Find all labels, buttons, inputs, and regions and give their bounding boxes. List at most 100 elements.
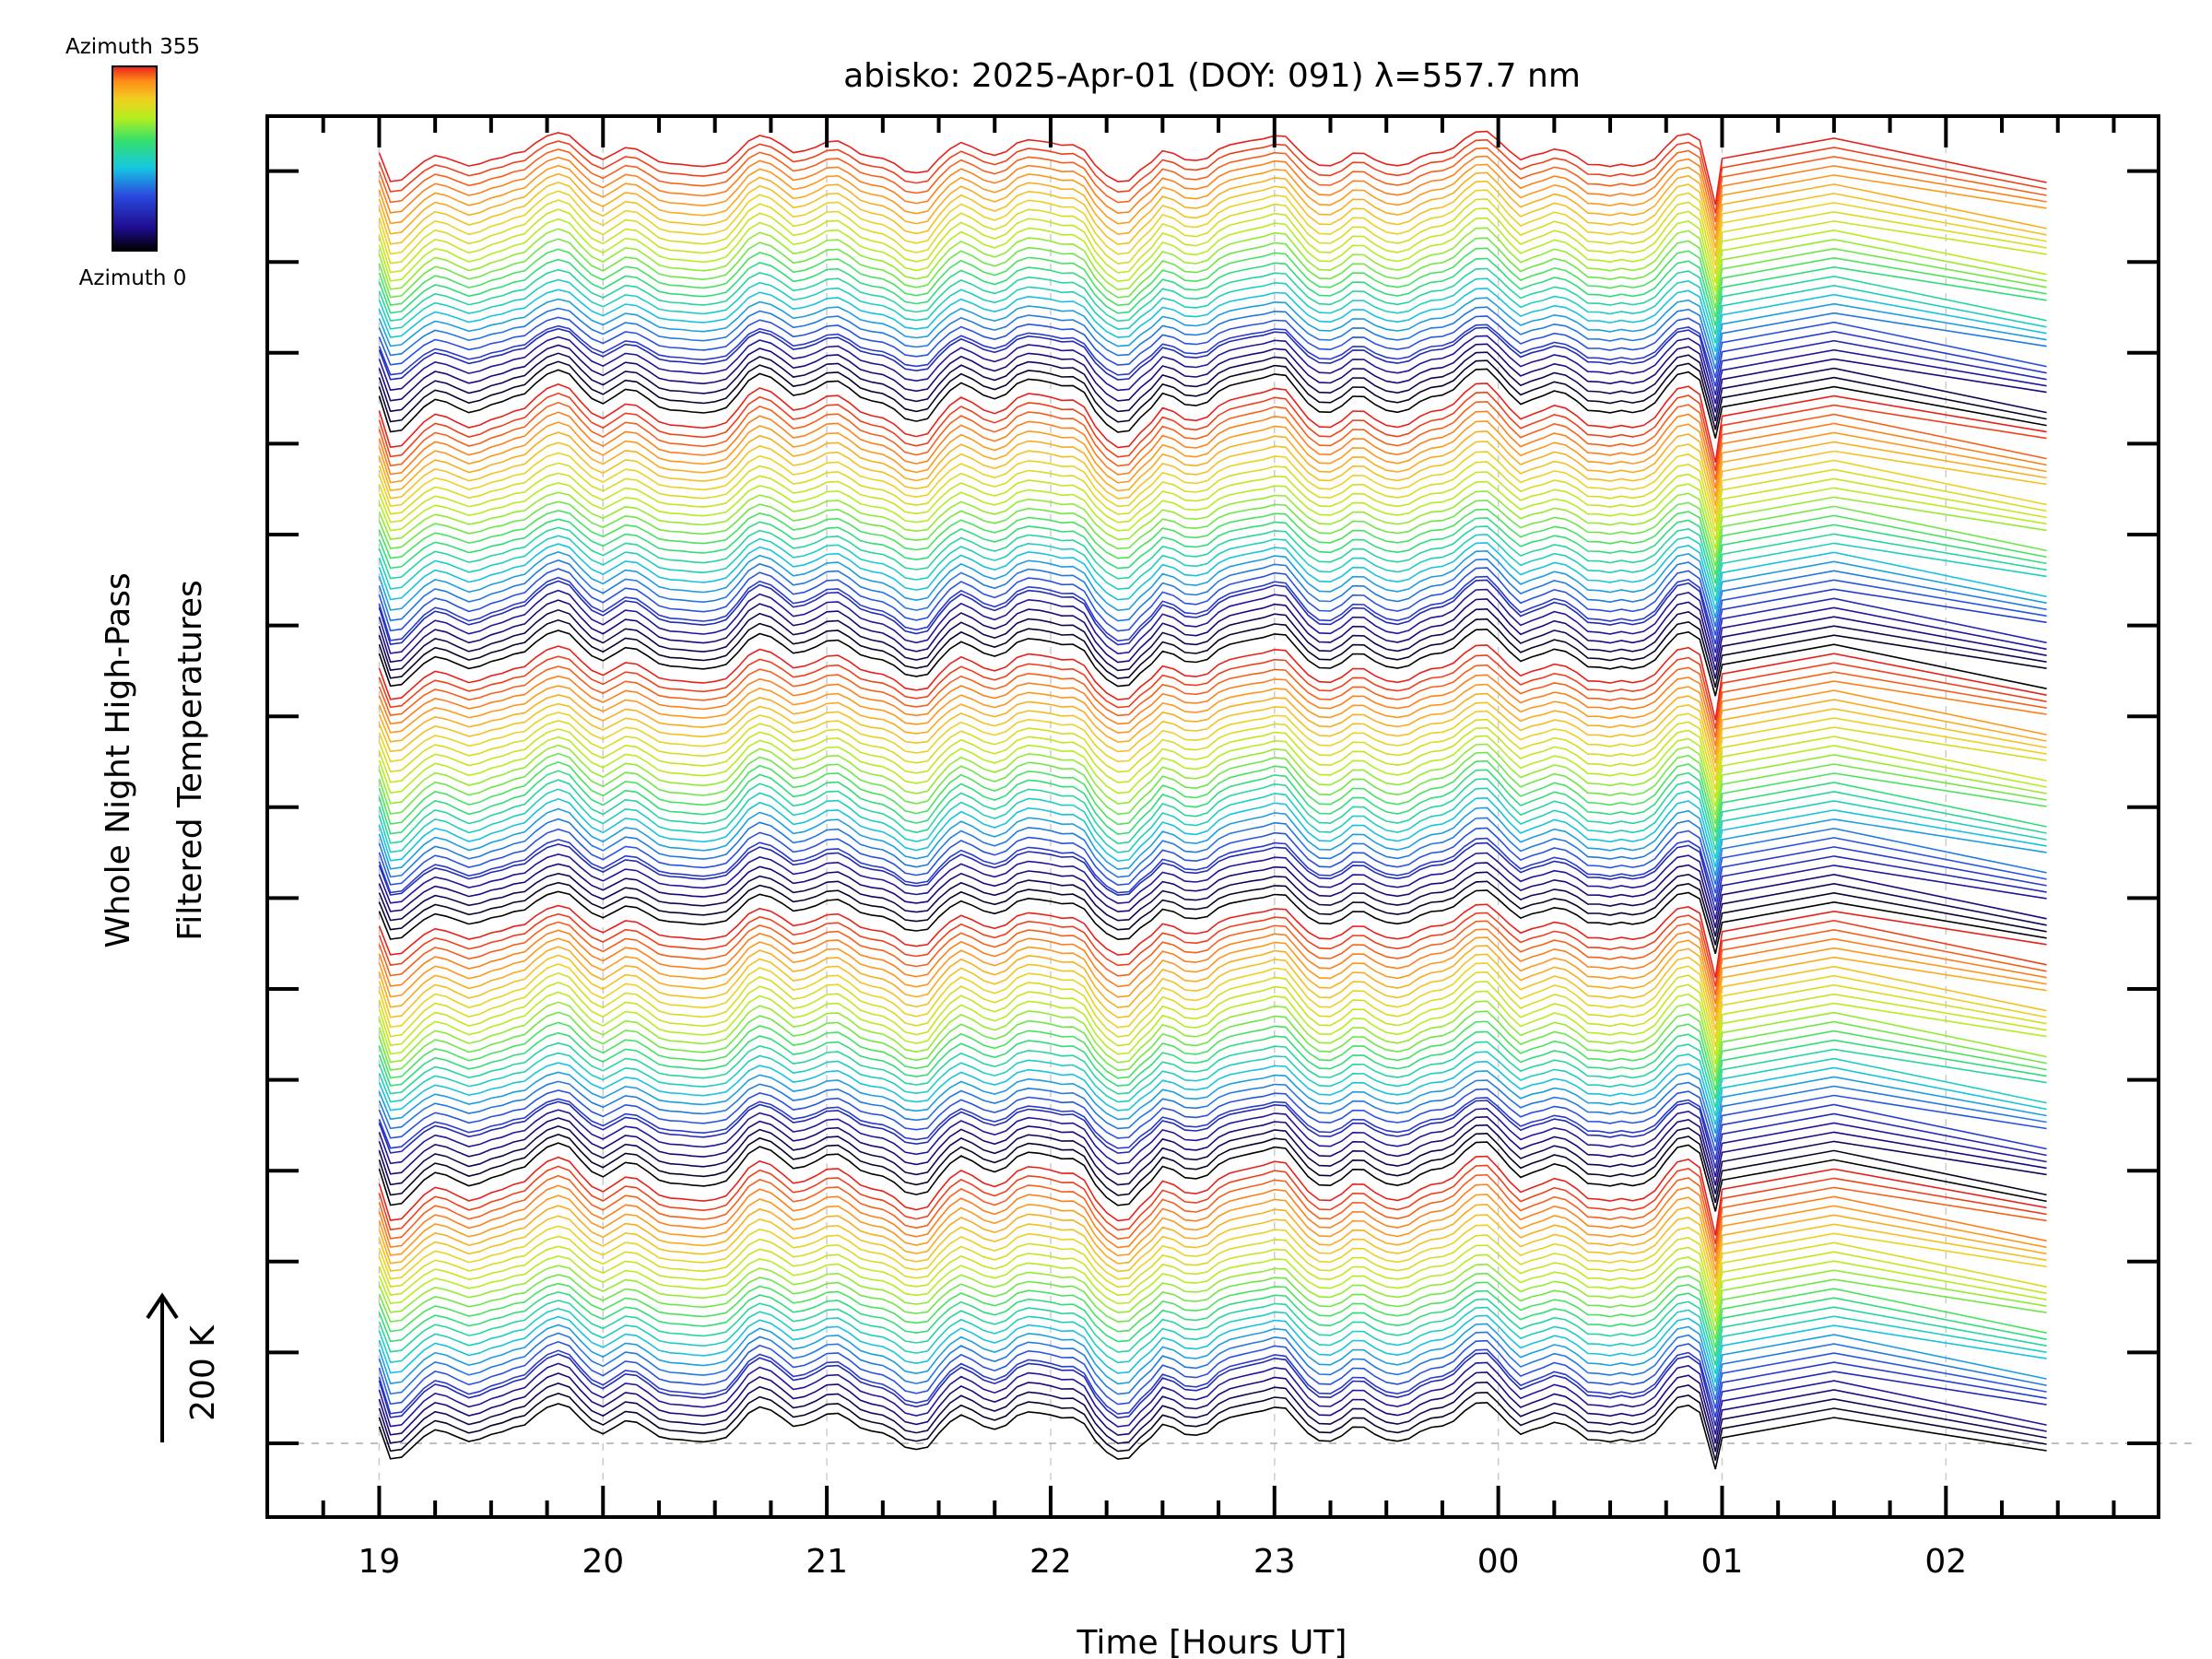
azimuth-series-line [378,326,2047,395]
azimuth-series-line [378,575,2047,645]
series-group [378,130,2047,1470]
azimuth-series-line [378,451,2047,524]
azimuth-series-line [378,743,2047,816]
azimuth-series-line [378,1214,2047,1288]
azimuth-series-line [378,163,2047,240]
axis-ticks [265,116,2159,1517]
azimuth-series-line [378,147,2047,223]
azimuth-series-line [378,759,2047,833]
colorbar-top-label: Azimuth 355 [65,35,200,59]
azimuth-series-line [378,1100,2047,1169]
azimuth-series-line [378,945,2047,1022]
azimuth-series-line [378,542,2047,610]
azimuth-series-line [378,718,2047,790]
azimuth-series-line [378,953,2047,1030]
azimuth-series-line [378,391,2047,472]
azimuth-series-line [378,217,2047,292]
azimuth-series-line [378,735,2047,807]
azimuth-series-line [378,701,2047,772]
azimuth-series-line [378,1234,2047,1305]
azimuth-series-line [378,1051,2047,1117]
azimuth-series-line [378,1041,2047,1109]
azimuth-series-line [378,1352,2047,1427]
y-axis-label: Whole Night High-Pass Filtered Temperatu… [100,572,209,948]
azimuth-series-line [378,769,2047,842]
azimuth-series-line [378,644,2047,721]
azimuth-series-line [378,171,2047,249]
x-tick-label: 01 [1701,1543,1744,1581]
azimuth-series-line [378,920,2047,995]
azimuth-series-line [378,664,2047,738]
azimuth-series-line [378,1244,2047,1314]
azimuth-series-line [378,971,2047,1048]
azimuth-series-line [378,841,2047,912]
azimuth-series-line [378,1263,2047,1332]
azimuth-series-line [378,990,2047,1065]
azimuth-series-line [378,654,2047,729]
scale-arrow-head [146,1292,179,1320]
azimuth-series-line [378,306,2047,370]
azimuth-series-line [378,880,2047,946]
azimuth-series-line [378,903,2047,979]
azimuth-series-line [378,1224,2047,1297]
x-tick-label: 00 [1477,1543,1520,1581]
azimuth-series-line [378,490,2047,559]
azimuth-series-line [378,400,2047,480]
azimuth-series-line [378,277,2047,344]
azimuth-series-line [378,1115,2047,1186]
azimuth-series-line [378,1097,2047,1160]
azimuth-series-line [378,1391,2047,1461]
azimuth-series-line [378,618,2047,688]
azimuth-series-line [378,1361,2047,1435]
azimuth-series-line [378,1079,2047,1143]
azimuth-series-line [378,1070,2047,1135]
azimuth-series-line [378,237,2047,310]
azimuth-series-line [378,315,2047,379]
azimuth-series-line [378,517,2047,584]
azimuth-series-line [378,1060,2047,1125]
colorbar-gradient [112,65,158,252]
azimuth-series-line [378,1088,2047,1151]
azimuth-series-line [378,1339,2047,1409]
y-axis-label-line2: Filtered Temperatures [171,580,209,941]
azimuth-series-line [378,335,2047,405]
azimuth-series-line [378,1155,2047,1236]
colorbar-bottom-label: Azimuth 0 [79,266,187,290]
azimuth-series-line [378,189,2047,266]
azimuth-series-line [378,1298,2047,1366]
azimuth-series-line [378,1000,2047,1074]
azimuth-series-line [378,138,2047,214]
azimuth-series-line [378,852,2047,920]
azimuth-series-line [378,1173,2047,1253]
azimuth-series-line [378,1164,2047,1245]
azimuth-series-line [378,1141,2047,1212]
scale-indicator: 200 K [146,1292,222,1442]
azimuth-series-line [378,683,2047,756]
azimuth-series-line [378,692,2047,764]
azimuth-series-line [378,155,2047,231]
x-tick-label: 19 [359,1543,401,1581]
azimuth-series-line [378,1108,2047,1178]
azimuth-series-line [378,1306,2047,1375]
azimuth-series-line [378,674,2047,747]
azimuth-series-line [378,1124,2047,1194]
azimuth-series-line [378,1348,2047,1418]
azimuth-series-line [378,588,2047,662]
y-axis-label-line1: Whole Night High-Pass [100,572,137,948]
azimuth-series-line [378,787,2047,859]
azimuth-series-line [378,480,2047,549]
azimuth-series-line [378,598,2047,671]
azimuth-series-line [378,579,2047,653]
x-tick-label: 21 [806,1543,848,1581]
azimuth-series-line [378,1183,2047,1262]
azimuth-series-line [378,297,2047,361]
azimuth-series-line [378,1314,2047,1383]
azimuth-series-line [378,1381,2047,1453]
x-tick-label: 22 [1030,1543,1072,1581]
azimuth-series-line [378,368,2047,439]
chart-title: abisko: 2025-Apr-01 (DOY: 091) λ=557.7 n… [843,57,1581,95]
azimuth-series-line [378,607,2047,679]
azimuth-series-line [378,1371,2047,1444]
azimuth-series-line [378,549,2047,618]
azimuth-series-line [378,726,2047,799]
